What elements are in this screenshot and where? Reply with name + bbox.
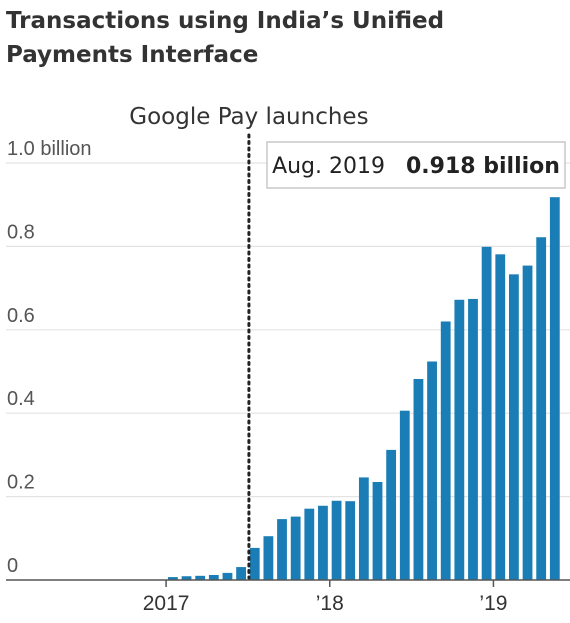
chart-title: Transactions using India’s Unified Payme…: [6, 8, 445, 68]
bar: Oct 2018: 0.482: [413, 379, 424, 580]
bar: Jun 2017: 0.01: [195, 575, 206, 580]
bar: Sep 2018: 0.406: [399, 410, 410, 580]
bar: Mar 2019: 0.799: [481, 246, 492, 580]
bar: Aug 2018: 0.312: [386, 449, 397, 580]
bar: May 2019: 0.733: [509, 274, 519, 580]
bar: Dec 2017: 0.146: [277, 519, 287, 580]
bar: Nov 2018: 0.524: [427, 361, 437, 580]
bar: May 2018: 0.189: [345, 501, 356, 580]
y-tick-label: 0.4: [7, 388, 35, 410]
bar: Apr 2017: 0.007: [168, 577, 178, 580]
bar: Dec 2018: 0.62: [440, 321, 451, 580]
x-axis-ticks: 2017 ’18 ’19: [143, 580, 507, 615]
bar: Apr 2019: 0.781: [495, 254, 506, 580]
bar: Jun 2018: 0.246: [358, 477, 369, 580]
bar: Jan 2018: 0.152: [290, 516, 301, 580]
callout-box: [266, 141, 566, 189]
x-tick-label: ’18: [316, 592, 344, 615]
y-tick-label: 0.6: [7, 305, 35, 327]
bar: Apr 2018: 0.19: [331, 500, 342, 580]
x-tick-label: ’19: [479, 592, 507, 615]
bar: Aug 2017: 0.017: [222, 572, 233, 580]
bars: Apr 2017: 0.007May 2017: 0.009Jun 2017: …: [168, 197, 560, 580]
bar: Mar 2018: 0.178: [318, 505, 328, 580]
callout-period: Aug. 2019: [272, 154, 385, 179]
bar: Jul 2019: 0.822: [536, 237, 547, 580]
latest-value-callout: Aug. 2019 0.918 billion: [266, 141, 566, 189]
bar: Sep 2017: 0.031: [236, 567, 246, 580]
y-tick-label: 0: [7, 555, 18, 577]
bar: Nov 2017: 0.105: [263, 536, 274, 580]
bar: Feb 2019: 0.674: [468, 298, 478, 580]
y-tick-label: 0.8: [7, 221, 35, 243]
launch-annotation-label: Google Pay launches: [129, 104, 368, 130]
bar: Jun 2019: 0.754: [522, 265, 533, 580]
callout-text: Aug. 2019 0.918 billion: [272, 154, 560, 179]
bar: Jul 2017: 0.012: [208, 574, 219, 580]
bar: Aug 2019: 0.918: [549, 197, 560, 580]
y-tick-label: 1.0 billion: [7, 138, 92, 160]
bar: Feb 2018: 0.171: [304, 508, 315, 580]
x-tick-label: 2017: [143, 592, 190, 615]
bar: Jul 2018: 0.235: [372, 482, 383, 580]
y-axis-tick-labels: 0 0.2 0.4 0.6 0.8 1.0 billion: [7, 138, 92, 577]
launch-annotation: Google Pay launches: [129, 104, 369, 580]
bar: Oct 2017: 0.077: [249, 547, 260, 580]
callout-value: 0.918 billion: [406, 154, 560, 179]
y-tick-label: 0.2: [7, 472, 35, 494]
bar: May 2017: 0.009: [181, 576, 192, 580]
bar: Jan 2019: 0.672: [454, 299, 465, 580]
